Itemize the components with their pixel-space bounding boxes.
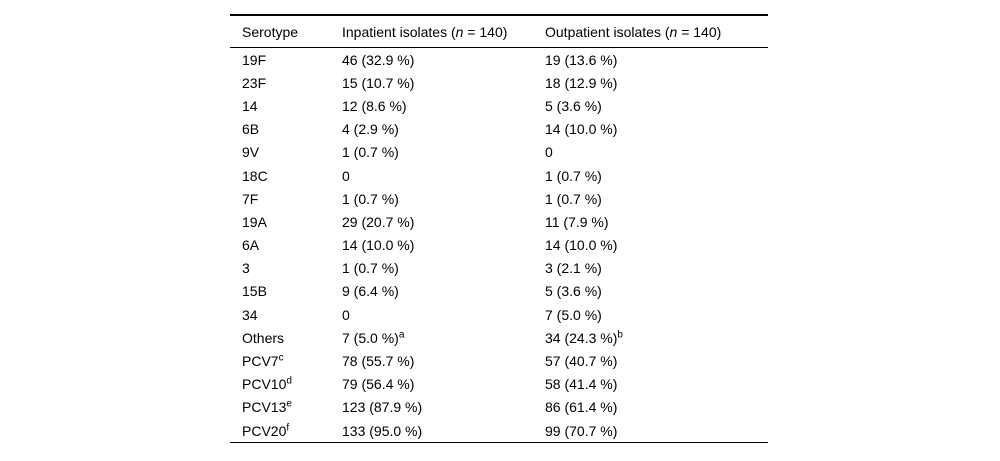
header-n-symbol: n [455,23,464,40]
serotype-cell: 9V [242,144,260,161]
outpatient-cell: 19 (13.6 %) [545,51,618,68]
serotype-cell: 19A [242,213,267,230]
outpatient-cell: 3 (2.1 %) [545,260,602,277]
table-row: 18C 0 1 (0.7 %) [230,164,768,187]
serotype-cell: PCV20f [242,421,290,439]
serotype-cell: PCV10d [242,375,292,393]
serotype-cell: 14 [242,97,258,114]
table-row: 14 12 (8.6 %) 5 (3.6 %) [230,94,768,117]
inpatient-cell: 12 (8.6 %) [342,97,407,114]
outpatient-cell: 99 (70.7 %) [545,422,618,439]
outpatient-cell: 57 (40.7 %) [545,353,618,370]
serotype-table: Serotype Inpatient isolates (n = 140) Ou… [230,14,768,444]
inpatient-cell: 78 (55.7 %) [342,353,415,370]
footnote-marker: f [286,421,290,433]
serotype-cell: 6B [242,121,260,138]
header-serotype-label: Serotype [242,23,299,40]
inpatient-cell: 133 (95.0 %) [342,422,423,439]
col-header-serotype: Serotype [230,15,342,48]
table-row: 34 0 7 (5.0 %) [230,303,768,326]
table-row: 19F 46 (32.9 %) 19 (13.6 %) [230,48,768,72]
serotype-cell: PCV7c [242,352,284,370]
col-header-inpatient: Inpatient isolates (n = 140) [342,15,545,48]
footnote-marker: c [278,352,284,364]
inpatient-cell: 0 [342,167,350,184]
outpatient-cell: 86 (61.4 %) [545,399,618,416]
serotype-cell: PCV13e [242,398,292,416]
inpatient-cell: 1 (0.7 %) [342,144,399,161]
outpatient-cell: 5 (3.6 %) [545,283,602,300]
outpatient-cell: 14 (10.0 %) [545,121,618,138]
table-row: 3 1 (0.7 %) 3 (2.1 %) [230,257,768,280]
inpatient-cell: 46 (32.9 %) [342,51,415,68]
table-row: Others 7 (5.0 %)a 34 (24.3 %)b [230,326,768,349]
header-count-suffix: = 140) [463,23,508,40]
outpatient-cell: 11 (7.9 %) [545,213,609,230]
footnote-marker: a [398,329,405,341]
outpatient-cell: 58 (41.4 %) [545,376,618,393]
header-outpatient-label: Outpatient isolates ( [545,23,670,40]
outpatient-cell: 18 (12.9 %) [545,74,618,91]
inpatient-cell: 0 [342,306,350,323]
footnote-marker: b [617,329,623,341]
header-n-symbol: n [669,23,678,40]
table-row: PCV7c 78 (55.7 %) 57 (40.7 %) [230,349,768,372]
inpatient-cell: 29 (20.7 %) [342,213,415,230]
serotype-cell: Others [242,329,285,346]
serotype-cell: 19F [242,51,267,68]
outpatient-cell: 1 (0.7 %) [545,167,602,184]
serotype-cell: 7F [242,190,259,207]
inpatient-cell: 15 (10.7 %) [342,74,415,91]
inpatient-cell: 79 (56.4 %) [342,376,415,393]
outpatient-cell: 34 (24.3 %)b [545,329,623,346]
inpatient-cell: 14 (10.0 %) [342,237,415,254]
outpatient-cell: 1 (0.7 %) [545,190,602,207]
footnote-marker: e [286,398,292,410]
col-header-outpatient: Outpatient isolates (n = 140) [545,15,768,48]
inpatient-cell: 4 (2.9 %) [342,121,399,138]
outpatient-cell: 14 (10.0 %) [545,237,618,254]
table-row: 23F 15 (10.7 %) 18 (12.9 %) [230,71,768,94]
serotype-cell: 15B [242,283,267,300]
serotype-cell: 3 [242,260,250,277]
serotype-cell: 34 [242,306,258,323]
table-row: PCV13e 123 (87.9 %) 86 (61.4 %) [230,396,768,419]
serotype-cell: 23F [242,74,267,91]
table-row: 15B 9 (6.4 %) 5 (3.6 %) [230,280,768,303]
header-count-suffix: = 140) [677,23,722,40]
table-row: 19A 29 (20.7 %) 11 (7.9 %) [230,210,768,233]
inpatient-cell: 123 (87.9 %) [342,399,423,416]
table-row: PCV20f 133 (95.0 %) 99 (70.7 %) [230,419,768,443]
table-row: 6B 4 (2.9 %) 14 (10.0 %) [230,118,768,141]
table-header-row: Serotype Inpatient isolates (n = 140) Ou… [230,15,768,48]
outpatient-cell: 0 [545,144,553,161]
header-inpatient-label: Inpatient isolates ( [342,23,456,40]
outpatient-cell: 7 (5.0 %) [545,306,602,323]
inpatient-cell: 9 (6.4 %) [342,283,399,300]
serotype-cell: 6A [242,237,260,254]
inpatient-cell: 7 (5.0 %)a [342,329,405,346]
table-row: 6A 14 (10.0 %) 14 (10.0 %) [230,234,768,257]
table-row: 9V 1 (0.7 %) 0 [230,141,768,164]
outpatient-cell: 5 (3.6 %) [545,97,602,114]
inpatient-cell: 1 (0.7 %) [342,260,399,277]
footnote-marker: d [286,375,292,387]
serotype-cell: 18C [242,167,268,184]
table-row: 7F 1 (0.7 %) 1 (0.7 %) [230,187,768,210]
table-row: PCV10d 79 (56.4 %) 58 (41.4 %) [230,373,768,396]
inpatient-cell: 1 (0.7 %) [342,190,399,207]
